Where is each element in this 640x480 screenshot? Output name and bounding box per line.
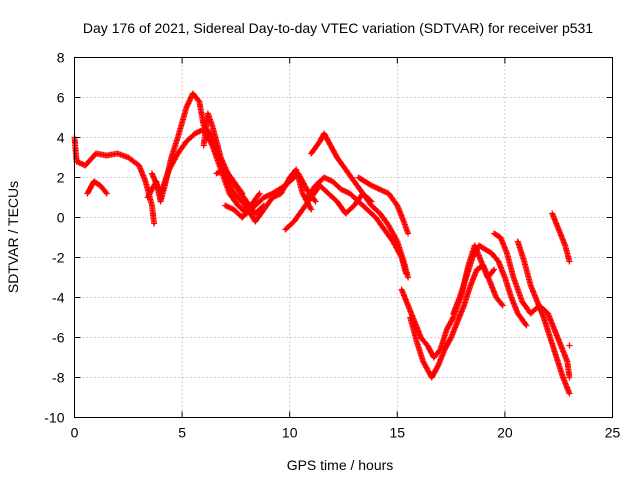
plot-frame [74, 57, 613, 418]
series-track-14 [450, 242, 530, 329]
y-tick-label: -4 [52, 290, 65, 306]
y-tick-label: -6 [52, 330, 65, 346]
data-point [499, 302, 506, 309]
series-track-13 [407, 262, 506, 381]
data-point [447, 335, 454, 342]
data-point [103, 190, 110, 197]
data-point [151, 220, 158, 227]
y-tick-label: 0 [57, 210, 65, 226]
series-track-2 [84, 178, 110, 197]
data-point [239, 190, 246, 197]
y-tick-label: 8 [57, 50, 65, 66]
y-tick-label: 6 [57, 90, 65, 106]
data-point [312, 198, 319, 205]
series-track-7 [222, 190, 263, 221]
data-point [566, 374, 573, 381]
data-point [405, 230, 412, 237]
x-tick-label: 5 [178, 425, 186, 441]
data-point [522, 321, 529, 328]
data-point [260, 202, 267, 209]
data-point [255, 191, 262, 198]
data-point [566, 390, 573, 397]
y-axis-label: SDTVAR / TECUs [5, 181, 21, 293]
x-tick-label: 15 [390, 425, 406, 441]
data-point [311, 197, 318, 204]
axis-ticks [74, 57, 613, 418]
data-point [498, 301, 505, 308]
series-outlier [566, 342, 573, 349]
data-point [259, 203, 266, 210]
x-tick-label: 10 [282, 425, 298, 441]
y-tick-label: 2 [57, 170, 65, 186]
y-tick-label: -2 [52, 250, 65, 266]
grid-lines [74, 57, 613, 418]
x-tick-labels: 0 5 10 15 20 25 [71, 425, 621, 441]
data-point [449, 315, 456, 322]
series-track-3 [144, 90, 315, 225]
chart-title: Day 176 of 2021, Sidereal Day-to-day VTE… [83, 20, 593, 36]
data-point [566, 258, 573, 265]
y-tick-label: -8 [52, 370, 65, 386]
x-tick-label: 25 [605, 425, 621, 441]
y-tick-labels: -10 -8 -6 -4 -2 0 2 4 6 8 [44, 50, 64, 426]
series-track-5 [200, 110, 267, 217]
series-track-11 [355, 174, 412, 237]
data-point [490, 267, 497, 274]
series-track-16 [514, 238, 573, 397]
x-tick-label: 0 [71, 425, 79, 441]
data-point [308, 206, 315, 213]
series-track-17 [549, 210, 573, 265]
x-axis-label: GPS time / hours [287, 457, 394, 473]
y-tick-label: -10 [44, 410, 64, 426]
data-point [238, 189, 245, 196]
data-point [491, 266, 498, 273]
data-point [256, 190, 263, 197]
series-track-1 [71, 134, 158, 227]
series-track-6 [213, 166, 246, 197]
series-track-10 [308, 130, 412, 281]
data-point [523, 322, 530, 329]
data-point [102, 189, 109, 196]
x-tick-label: 20 [497, 425, 513, 441]
data-point [434, 363, 441, 370]
data-point [405, 274, 412, 281]
data-points [71, 90, 573, 397]
data-point [566, 342, 573, 349]
y-tick-label: 4 [57, 130, 65, 146]
